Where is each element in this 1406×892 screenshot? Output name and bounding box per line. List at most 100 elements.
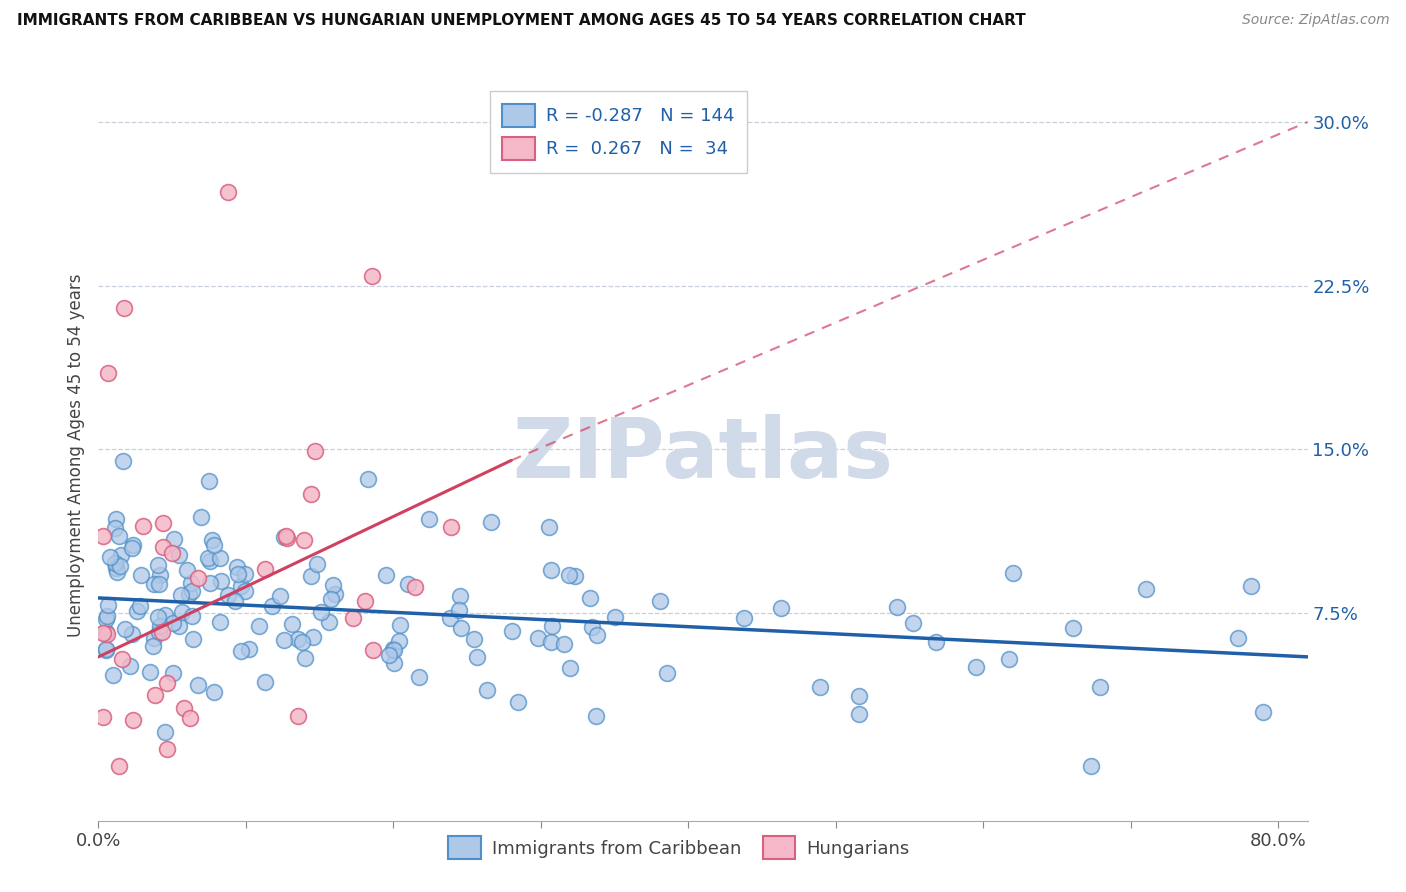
Point [129, 599, 152, 614]
Point [217, 588, 239, 602]
Point [357, 472, 380, 486]
Point [122, 713, 145, 727]
Point [148, 610, 170, 624]
Point [579, 591, 602, 606]
Point [118, 658, 141, 673]
Point [112, 301, 135, 315]
Point [181, 632, 204, 646]
Point [447, 603, 470, 617]
Point [553, 637, 575, 651]
Point [94, 641, 117, 656]
Point [181, 584, 204, 599]
Point [389, 618, 412, 632]
Point [167, 548, 190, 562]
Point [143, 688, 166, 702]
Point [198, 474, 221, 488]
Text: Source: ZipAtlas.com: Source: ZipAtlas.com [1241, 13, 1389, 28]
Point [299, 568, 322, 582]
Point [233, 584, 256, 599]
Point [309, 605, 332, 619]
Point [101, 668, 124, 682]
Point [170, 605, 193, 619]
Point [217, 185, 239, 199]
Point [903, 615, 925, 630]
Point [541, 619, 564, 633]
Point [294, 651, 316, 665]
Point [301, 630, 323, 644]
Text: IMMIGRANTS FROM CARIBBEAN VS HUNGARIAN UNEMPLOYMENT AMONG AGES 45 TO 54 YEARS CO: IMMIGRANTS FROM CARIBBEAN VS HUNGARIAN U… [17, 13, 1025, 29]
Point [121, 626, 143, 640]
Point [418, 511, 440, 525]
Point [291, 635, 314, 649]
Point [156, 675, 179, 690]
Point [361, 642, 384, 657]
Point [187, 571, 209, 585]
Point [201, 533, 224, 548]
Point [465, 650, 488, 665]
Point [605, 610, 627, 624]
Point [463, 632, 485, 646]
Point [965, 659, 987, 673]
Point [479, 516, 502, 530]
Point [439, 520, 461, 534]
Point [153, 724, 176, 739]
Point [560, 661, 582, 675]
Point [540, 634, 562, 648]
Point [104, 512, 127, 526]
Point [1080, 759, 1102, 773]
Point [375, 567, 398, 582]
Point [229, 644, 252, 658]
Point [273, 530, 295, 544]
Point [98, 549, 121, 564]
Point [173, 701, 195, 715]
Point [181, 608, 204, 623]
Point [475, 682, 498, 697]
Point [107, 759, 129, 773]
Point [129, 567, 152, 582]
Point [121, 541, 143, 556]
Point [96, 609, 118, 624]
Point [112, 454, 135, 468]
Point [160, 546, 183, 560]
Point [148, 624, 170, 639]
Point [377, 648, 399, 662]
Point [97, 598, 120, 612]
Point [152, 516, 174, 531]
Text: ZIPatlas: ZIPatlas [513, 415, 893, 495]
Point [226, 567, 249, 582]
Point [179, 711, 201, 725]
Point [149, 568, 172, 582]
Point [342, 610, 364, 624]
Point [585, 708, 607, 723]
Point [91, 710, 114, 724]
Point [269, 589, 291, 603]
Point [808, 680, 831, 694]
Point [224, 594, 246, 608]
Point [152, 540, 174, 554]
Point [526, 631, 548, 645]
Point [170, 588, 193, 602]
Point [110, 559, 132, 574]
Point [197, 551, 219, 566]
Point [162, 615, 184, 630]
Point [94, 624, 117, 639]
Y-axis label: Unemployment Among Ages 45 to 54 years: Unemployment Among Ages 45 to 54 years [66, 273, 84, 637]
Point [132, 518, 155, 533]
Point [262, 599, 284, 613]
Point [138, 665, 160, 679]
Point [408, 670, 430, 684]
Point [404, 580, 426, 594]
Point [506, 695, 529, 709]
Point [381, 642, 404, 657]
Point [1090, 680, 1112, 694]
Point [247, 619, 270, 633]
Point [187, 678, 209, 692]
Point [925, 635, 948, 649]
Point [439, 611, 461, 625]
Point [176, 563, 198, 577]
Point [105, 560, 128, 574]
Point [769, 601, 792, 615]
Point [322, 578, 344, 592]
Point [91, 529, 114, 543]
Point [450, 621, 472, 635]
